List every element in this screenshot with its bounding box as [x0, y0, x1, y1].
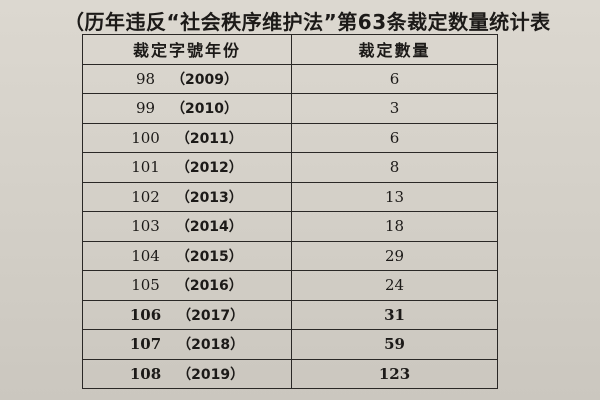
year-cell: 98 （2009） — [82, 63, 292, 94]
year-cell: 100 （2011） — [82, 122, 292, 153]
count-cell: 8 — [291, 152, 498, 183]
roc-year: 100 — [131, 128, 160, 147]
year-cell: 102 （2013） — [82, 181, 292, 212]
header-year: 裁定字號年份 — [82, 34, 292, 65]
western-year: （2010） — [171, 101, 239, 118]
roc-year: 102 — [131, 187, 160, 206]
table-row: 98 （2009） 6 — [82, 63, 498, 94]
table-row: 99 （2010） 3 — [82, 93, 498, 124]
table-row: 105 （2016） 24 — [82, 270, 498, 301]
roc-year: 107 — [129, 335, 162, 354]
count-cell: 29 — [291, 240, 498, 271]
western-year: （2009） — [171, 71, 239, 88]
year-cell: 101 （2012） — [82, 152, 292, 183]
statistics-table: 裁定字號年份 裁定數量 98 （2009） 6 99 （2010） 3 100 （2011） 6… — [82, 34, 498, 389]
western-year: （2016） — [175, 278, 243, 295]
year-cell: 106 （2017） — [82, 299, 292, 330]
roc-year: 105 — [131, 276, 160, 295]
year-cell: 99 （2010） — [82, 93, 292, 124]
table-row: 103 （2014） 18 — [82, 211, 498, 242]
year-cell: 104 （2015） — [82, 240, 292, 271]
count-cell: 24 — [291, 270, 498, 301]
roc-year: 108 — [129, 364, 162, 383]
table-row: 101 （2012） 8 — [82, 152, 498, 183]
western-year: （2018） — [177, 337, 245, 354]
table-row: 102 （2013） 13 — [82, 181, 498, 212]
table-row: 100 （2011） 6 — [82, 122, 498, 153]
year-cell: 108 （2019） — [82, 358, 292, 389]
count-cell: 6 — [291, 122, 498, 153]
western-year: （2019） — [177, 366, 245, 383]
western-year: （2014） — [175, 219, 243, 236]
count-cell: 123 — [291, 358, 498, 389]
roc-year: 99 — [135, 99, 156, 118]
roc-year: 106 — [129, 305, 162, 324]
header-count: 裁定數量 — [291, 34, 498, 65]
roc-year: 104 — [131, 246, 160, 265]
count-cell: 13 — [291, 181, 498, 212]
table-row: 107 （2018） 59 — [82, 329, 498, 360]
year-cell: 103 （2014） — [82, 211, 292, 242]
western-year: （2013） — [175, 189, 243, 206]
count-cell: 59 — [291, 329, 498, 360]
count-cell: 31 — [291, 299, 498, 330]
count-cell: 3 — [291, 93, 498, 124]
western-year: （2011） — [175, 130, 243, 147]
count-cell: 6 — [291, 63, 498, 94]
table-row: 106 （2017） 31 — [82, 299, 498, 330]
table-title: （历年违反“社会秩序维护法”第63条裁定数量统计表 — [64, 10, 551, 34]
roc-year: 98 — [135, 69, 156, 88]
roc-year: 101 — [131, 158, 160, 177]
western-year: （2012） — [175, 160, 243, 177]
table-row: 104 （2015） 29 — [82, 240, 498, 271]
year-cell: 107 （2018） — [82, 329, 292, 360]
roc-year: 103 — [131, 217, 160, 236]
western-year: （2015） — [175, 248, 243, 265]
year-cell: 105 （2016） — [82, 270, 292, 301]
count-cell: 18 — [291, 211, 498, 242]
western-year: （2017） — [177, 307, 245, 324]
header-row: 裁定字號年份 裁定數量 — [82, 34, 498, 65]
table-row: 108 （2019） 123 — [82, 358, 498, 389]
